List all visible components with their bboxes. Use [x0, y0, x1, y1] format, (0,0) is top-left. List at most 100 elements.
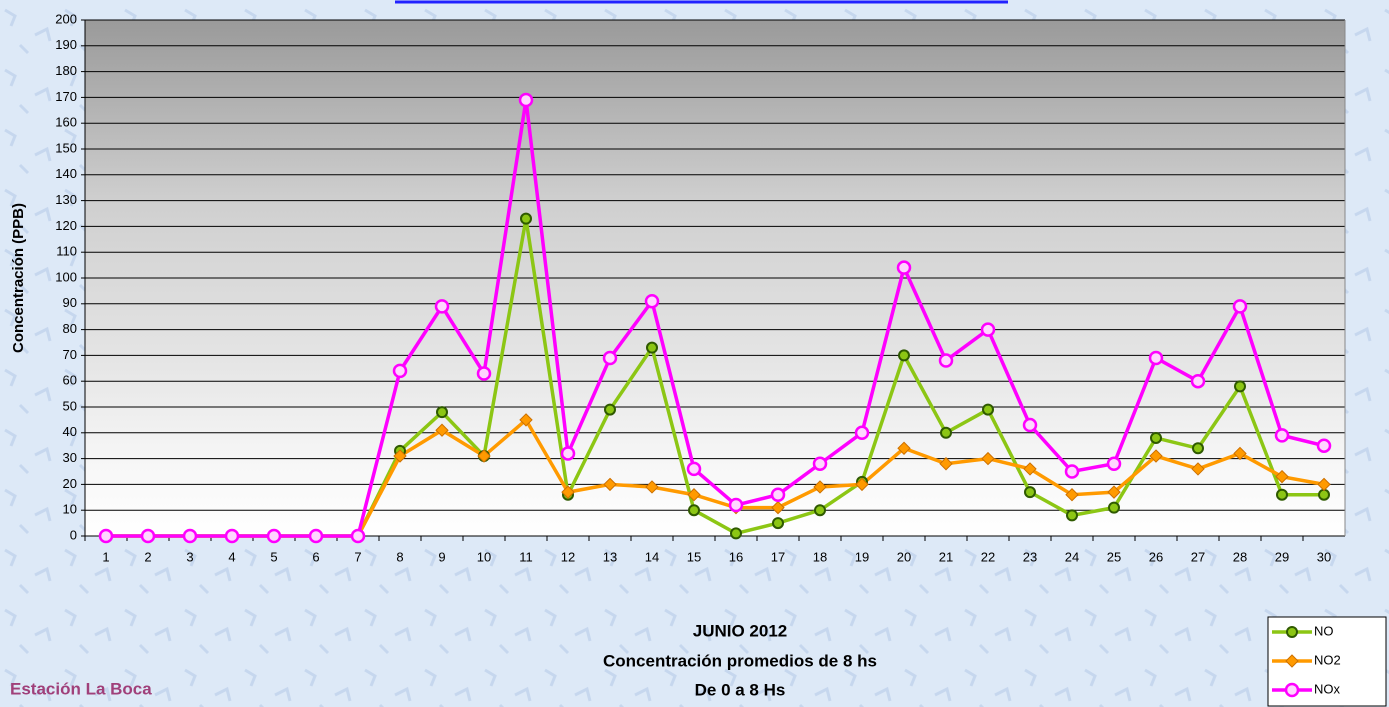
data-point [142, 530, 154, 542]
data-point [1151, 433, 1161, 443]
data-point [1024, 419, 1036, 431]
data-point [1235, 381, 1245, 391]
data-point [268, 530, 280, 542]
x-tick-label: 12 [561, 549, 575, 564]
station-label: Estación La Boca [10, 679, 152, 698]
x-tick-label: 24 [1065, 549, 1079, 564]
y-tick-label: 0 [70, 527, 77, 542]
y-tick-label: 70 [63, 347, 77, 362]
x-tick-label: 2 [144, 549, 151, 564]
y-tick-label: 110 [56, 244, 77, 259]
x-tick-label: 8 [396, 549, 403, 564]
page: Concentración (PPB) JUNIO 2012 Concentra… [0, 0, 1389, 707]
data-point [772, 489, 784, 501]
data-point [100, 530, 112, 542]
data-point [899, 350, 909, 360]
data-point [982, 324, 994, 336]
x-tick-label: 5 [270, 549, 277, 564]
data-point [898, 262, 910, 274]
data-point [1108, 458, 1120, 470]
y-tick-label: 30 [63, 450, 77, 465]
chart-title: JUNIO 2012 [693, 621, 788, 640]
data-point [394, 365, 406, 377]
data-point [941, 428, 951, 438]
legend-marker [1286, 684, 1298, 696]
y-tick-label: 150 [55, 140, 77, 155]
data-point [1276, 429, 1288, 441]
data-point [646, 295, 658, 307]
data-point [1234, 300, 1246, 312]
data-point [437, 407, 447, 417]
y-axis-label: Concentración (PPB) [10, 203, 27, 353]
y-tick-label: 20 [63, 476, 77, 491]
y-tick-label: 90 [63, 295, 77, 310]
chart-subtitle: De 0 a 8 Hs [695, 680, 786, 699]
data-point [1067, 510, 1077, 520]
x-tick-label: 25 [1107, 549, 1121, 564]
y-tick-label: 180 [55, 63, 77, 78]
chart-subtitle: Concentración promedios de 8 hs [603, 651, 877, 670]
y-tick-label: 170 [55, 89, 77, 104]
x-tick-label: 10 [477, 549, 491, 564]
legend-label: NO [1314, 623, 1334, 638]
x-tick-label: 7 [354, 549, 361, 564]
data-point [1109, 503, 1119, 513]
legend-label: NO2 [1314, 652, 1341, 667]
data-point [1192, 375, 1204, 387]
x-tick-label: 30 [1317, 549, 1331, 564]
x-tick-label: 28 [1233, 549, 1247, 564]
y-tick-label: 140 [55, 166, 77, 181]
x-tick-label: 27 [1191, 549, 1205, 564]
x-tick-label: 9 [438, 549, 445, 564]
x-tick-label: 26 [1149, 549, 1163, 564]
x-tick-label: 23 [1023, 549, 1037, 564]
data-point [815, 505, 825, 515]
x-tick-label: 20 [897, 549, 911, 564]
x-tick-label: 11 [519, 549, 533, 564]
y-tick-label: 40 [63, 424, 77, 439]
data-point [310, 530, 322, 542]
data-point [647, 343, 657, 353]
x-tick-label: 21 [939, 549, 953, 564]
x-tick-label: 22 [981, 549, 995, 564]
data-point [731, 528, 741, 538]
x-tick-label: 6 [312, 549, 319, 564]
y-tick-label: 10 [63, 502, 77, 517]
data-point [1277, 490, 1287, 500]
data-point [1066, 466, 1078, 478]
data-point [604, 352, 616, 364]
x-tick-label: 3 [186, 549, 193, 564]
data-point [983, 405, 993, 415]
data-point [688, 463, 700, 475]
x-tick-label: 29 [1275, 549, 1289, 564]
y-tick-label: 190 [55, 37, 77, 52]
x-tick-label: 14 [645, 549, 659, 564]
x-tick-label: 17 [771, 549, 785, 564]
x-tick-label: 13 [603, 549, 617, 564]
data-point [773, 518, 783, 528]
y-tick-label: 50 [63, 398, 77, 413]
data-point [1319, 490, 1329, 500]
y-tick-label: 100 [55, 269, 77, 284]
y-tick-label: 200 [55, 11, 77, 26]
data-point [226, 530, 238, 542]
y-tick-label: 130 [55, 192, 77, 207]
data-point [856, 427, 868, 439]
x-tick-label: 15 [687, 549, 701, 564]
data-point [478, 367, 490, 379]
data-point [1193, 443, 1203, 453]
x-tick-label: 4 [228, 549, 235, 564]
data-point [940, 355, 952, 367]
legend-marker [1287, 627, 1297, 637]
x-tick-label: 19 [855, 549, 869, 564]
data-point [689, 505, 699, 515]
data-point [605, 405, 615, 415]
data-point [436, 300, 448, 312]
data-point [184, 530, 196, 542]
y-tick-label: 80 [63, 321, 77, 336]
data-point [562, 447, 574, 459]
data-point [352, 530, 364, 542]
data-point [814, 458, 826, 470]
chart: Concentración (PPB) JUNIO 2012 Concentra… [0, 0, 1389, 707]
x-tick-label: 16 [729, 549, 743, 564]
